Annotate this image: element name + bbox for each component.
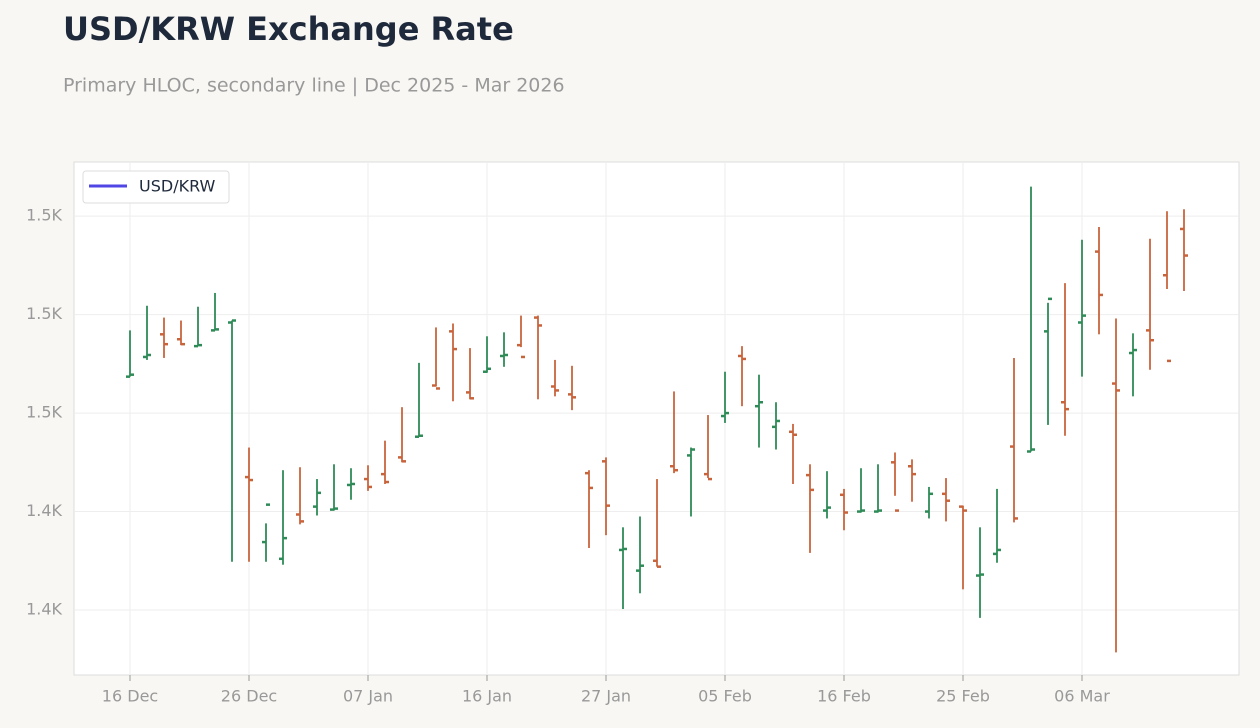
legend-box [82, 170, 230, 204]
chart-subtitle: Primary HLOC, secondary line | Dec 2025 … [63, 75, 565, 97]
x-tick-label: 07 Jan [343, 687, 393, 706]
y-tick-label: 1.5K [26, 403, 62, 422]
x-tick-label: 16 Jan [462, 687, 512, 706]
y-tick-label: 1.4K [26, 501, 62, 520]
legend: USD/KRW [82, 170, 230, 204]
x-tick-label: 25 Feb [936, 687, 990, 706]
x-tick-label: 26 Dec [221, 687, 277, 706]
y-tick-label: 1.5K [26, 304, 62, 323]
x-tick-label: 06 Mar [1054, 687, 1110, 706]
x-tick-label: 27 Jan [581, 687, 631, 706]
legend-label: USD/KRW [139, 177, 216, 196]
x-tick-label: 16 Feb [817, 687, 871, 706]
plot-area [73, 161, 1240, 676]
y-tick-label: 1.4K [26, 600, 62, 619]
x-tick-label: 16 Dec [102, 687, 158, 706]
x-tick-label: 05 Feb [698, 687, 752, 706]
chart-title: USD/KRW Exchange Rate [63, 10, 514, 48]
y-tick-label: 1.5K [26, 206, 62, 225]
